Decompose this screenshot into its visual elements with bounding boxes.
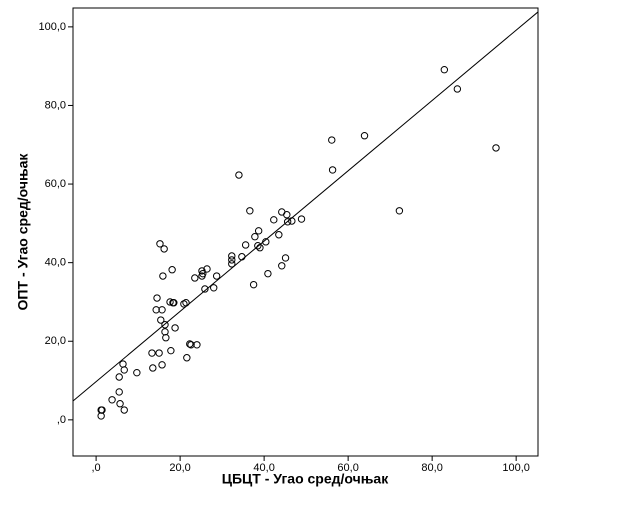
point bbox=[97, 412, 105, 420]
point bbox=[159, 272, 167, 280]
point bbox=[193, 341, 201, 349]
point bbox=[120, 366, 128, 374]
point bbox=[157, 316, 165, 324]
point bbox=[156, 240, 164, 248]
point bbox=[168, 266, 176, 274]
point bbox=[360, 132, 369, 140]
point bbox=[171, 324, 179, 332]
point bbox=[186, 340, 194, 348]
y-tick-label: 40,0 bbox=[45, 257, 66, 269]
point bbox=[120, 406, 128, 414]
point bbox=[238, 253, 246, 261]
point bbox=[251, 233, 259, 241]
x-tick-label: 60,0 bbox=[337, 462, 358, 474]
y-tick-label: 80,0 bbox=[45, 99, 66, 111]
point bbox=[115, 388, 123, 396]
y-tick-label: 60,0 bbox=[45, 178, 66, 190]
point bbox=[254, 242, 262, 250]
point bbox=[246, 207, 254, 215]
point bbox=[440, 65, 449, 74]
point bbox=[328, 166, 337, 174]
point bbox=[203, 265, 211, 273]
point bbox=[228, 256, 236, 264]
point bbox=[158, 361, 166, 369]
point bbox=[183, 354, 191, 362]
point bbox=[288, 217, 296, 225]
point bbox=[395, 207, 404, 215]
point bbox=[187, 341, 195, 349]
point bbox=[149, 364, 157, 372]
y-tick-label: 100,0 bbox=[38, 21, 66, 33]
x-tick-label: ,0 bbox=[92, 462, 101, 474]
plot-frame bbox=[72, 7, 539, 457]
point bbox=[198, 272, 206, 280]
point bbox=[283, 211, 291, 219]
fit-line bbox=[72, 11, 539, 402]
point bbox=[328, 136, 336, 144]
y-tick-label: 20,0 bbox=[45, 335, 66, 347]
x-tick-label: 20,0 bbox=[169, 462, 190, 474]
point bbox=[162, 334, 170, 342]
point bbox=[166, 298, 174, 306]
x-axis-label: ЦБЦТ - Угао сред/очњак bbox=[222, 471, 389, 487]
point bbox=[264, 269, 272, 278]
point bbox=[281, 254, 290, 262]
point bbox=[155, 349, 163, 357]
point bbox=[262, 238, 270, 246]
point bbox=[297, 215, 306, 223]
y-tick-label: ,0 bbox=[57, 414, 66, 426]
point bbox=[283, 218, 292, 226]
point bbox=[249, 280, 258, 289]
point bbox=[275, 231, 283, 239]
point bbox=[228, 260, 236, 268]
point bbox=[270, 216, 278, 224]
point bbox=[152, 306, 160, 314]
point bbox=[191, 274, 199, 282]
point bbox=[133, 368, 141, 377]
point bbox=[153, 294, 161, 302]
point bbox=[210, 284, 218, 292]
point bbox=[235, 171, 243, 179]
point bbox=[108, 396, 116, 404]
point bbox=[148, 349, 156, 357]
point bbox=[161, 321, 169, 329]
point bbox=[254, 227, 263, 235]
point bbox=[201, 285, 209, 293]
point bbox=[182, 299, 190, 307]
x-tick-label: 40,0 bbox=[253, 462, 274, 474]
point bbox=[278, 262, 286, 270]
point bbox=[158, 306, 166, 314]
point bbox=[170, 299, 178, 307]
point bbox=[116, 400, 124, 408]
point bbox=[228, 252, 236, 260]
x-tick-label: 100,0 bbox=[502, 462, 530, 474]
point bbox=[492, 144, 500, 152]
point bbox=[160, 245, 168, 253]
x-tick-label: 80,0 bbox=[421, 462, 442, 474]
point bbox=[241, 241, 250, 249]
point bbox=[212, 272, 221, 280]
y-axis-label: ОПТ - Угао сред/очњак bbox=[15, 153, 31, 311]
point bbox=[256, 244, 264, 252]
point bbox=[453, 85, 462, 93]
point bbox=[167, 346, 175, 355]
point bbox=[115, 373, 123, 381]
